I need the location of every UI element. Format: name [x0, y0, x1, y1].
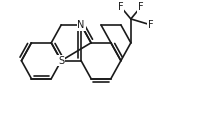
Text: F: F [138, 2, 144, 12]
Text: N: N [77, 20, 85, 30]
Text: S: S [58, 56, 64, 66]
Text: F: F [118, 2, 124, 12]
Text: F: F [148, 20, 154, 30]
